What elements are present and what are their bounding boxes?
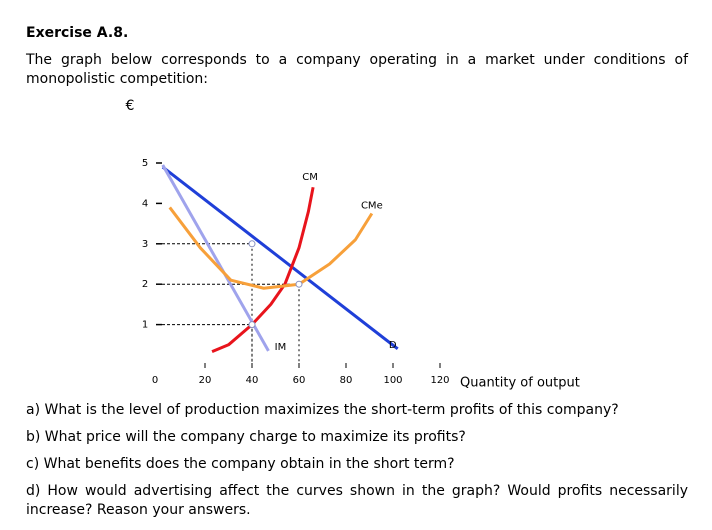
x-axis-label: Quantity of output — [460, 376, 580, 391]
heading: Exercise A.8. — [26, 25, 129, 41]
x-tick-label: 80 — [340, 375, 353, 386]
x-tick-label: 0 — [152, 375, 158, 386]
curve-label: CMe — [361, 201, 383, 212]
guide-point — [248, 321, 256, 329]
y-tick-label: 4 — [142, 198, 148, 209]
curve — [168, 206, 374, 290]
guide-point — [295, 280, 303, 288]
curve-label: D — [389, 340, 397, 351]
y-tick-label: 5 — [142, 158, 148, 169]
y-tick-label: 2 — [142, 279, 148, 290]
y-tick-label: 3 — [142, 239, 148, 250]
x-tick-label: 40 — [246, 375, 259, 386]
intro: The graph below corresponds to a company… — [26, 52, 688, 87]
x-tick-label: 120 — [430, 375, 449, 386]
y-axis-label: € — [126, 98, 135, 114]
curve-label: IM — [275, 342, 287, 353]
question: d) How would advertising affect the curv… — [26, 483, 688, 518]
graph: € Quantity of output 1 2 3 4 5 0 20 40 60 80 100 12… — [126, 98, 580, 391]
curve-label: CM — [302, 172, 318, 183]
x-tick-label: 100 — [383, 375, 402, 386]
question: b) What price will the company charge to… — [26, 429, 466, 445]
x-tick-label: 20 — [199, 375, 212, 386]
guide-point — [248, 240, 256, 248]
curve — [161, 164, 270, 352]
question: c) What benefits does the company obtain… — [26, 456, 455, 472]
x-tick-label: 60 — [293, 375, 306, 386]
curve — [161, 165, 399, 351]
curve — [211, 186, 315, 354]
question: a) What is the level of production maxim… — [26, 402, 619, 418]
y-tick-label: 1 — [142, 320, 148, 331]
